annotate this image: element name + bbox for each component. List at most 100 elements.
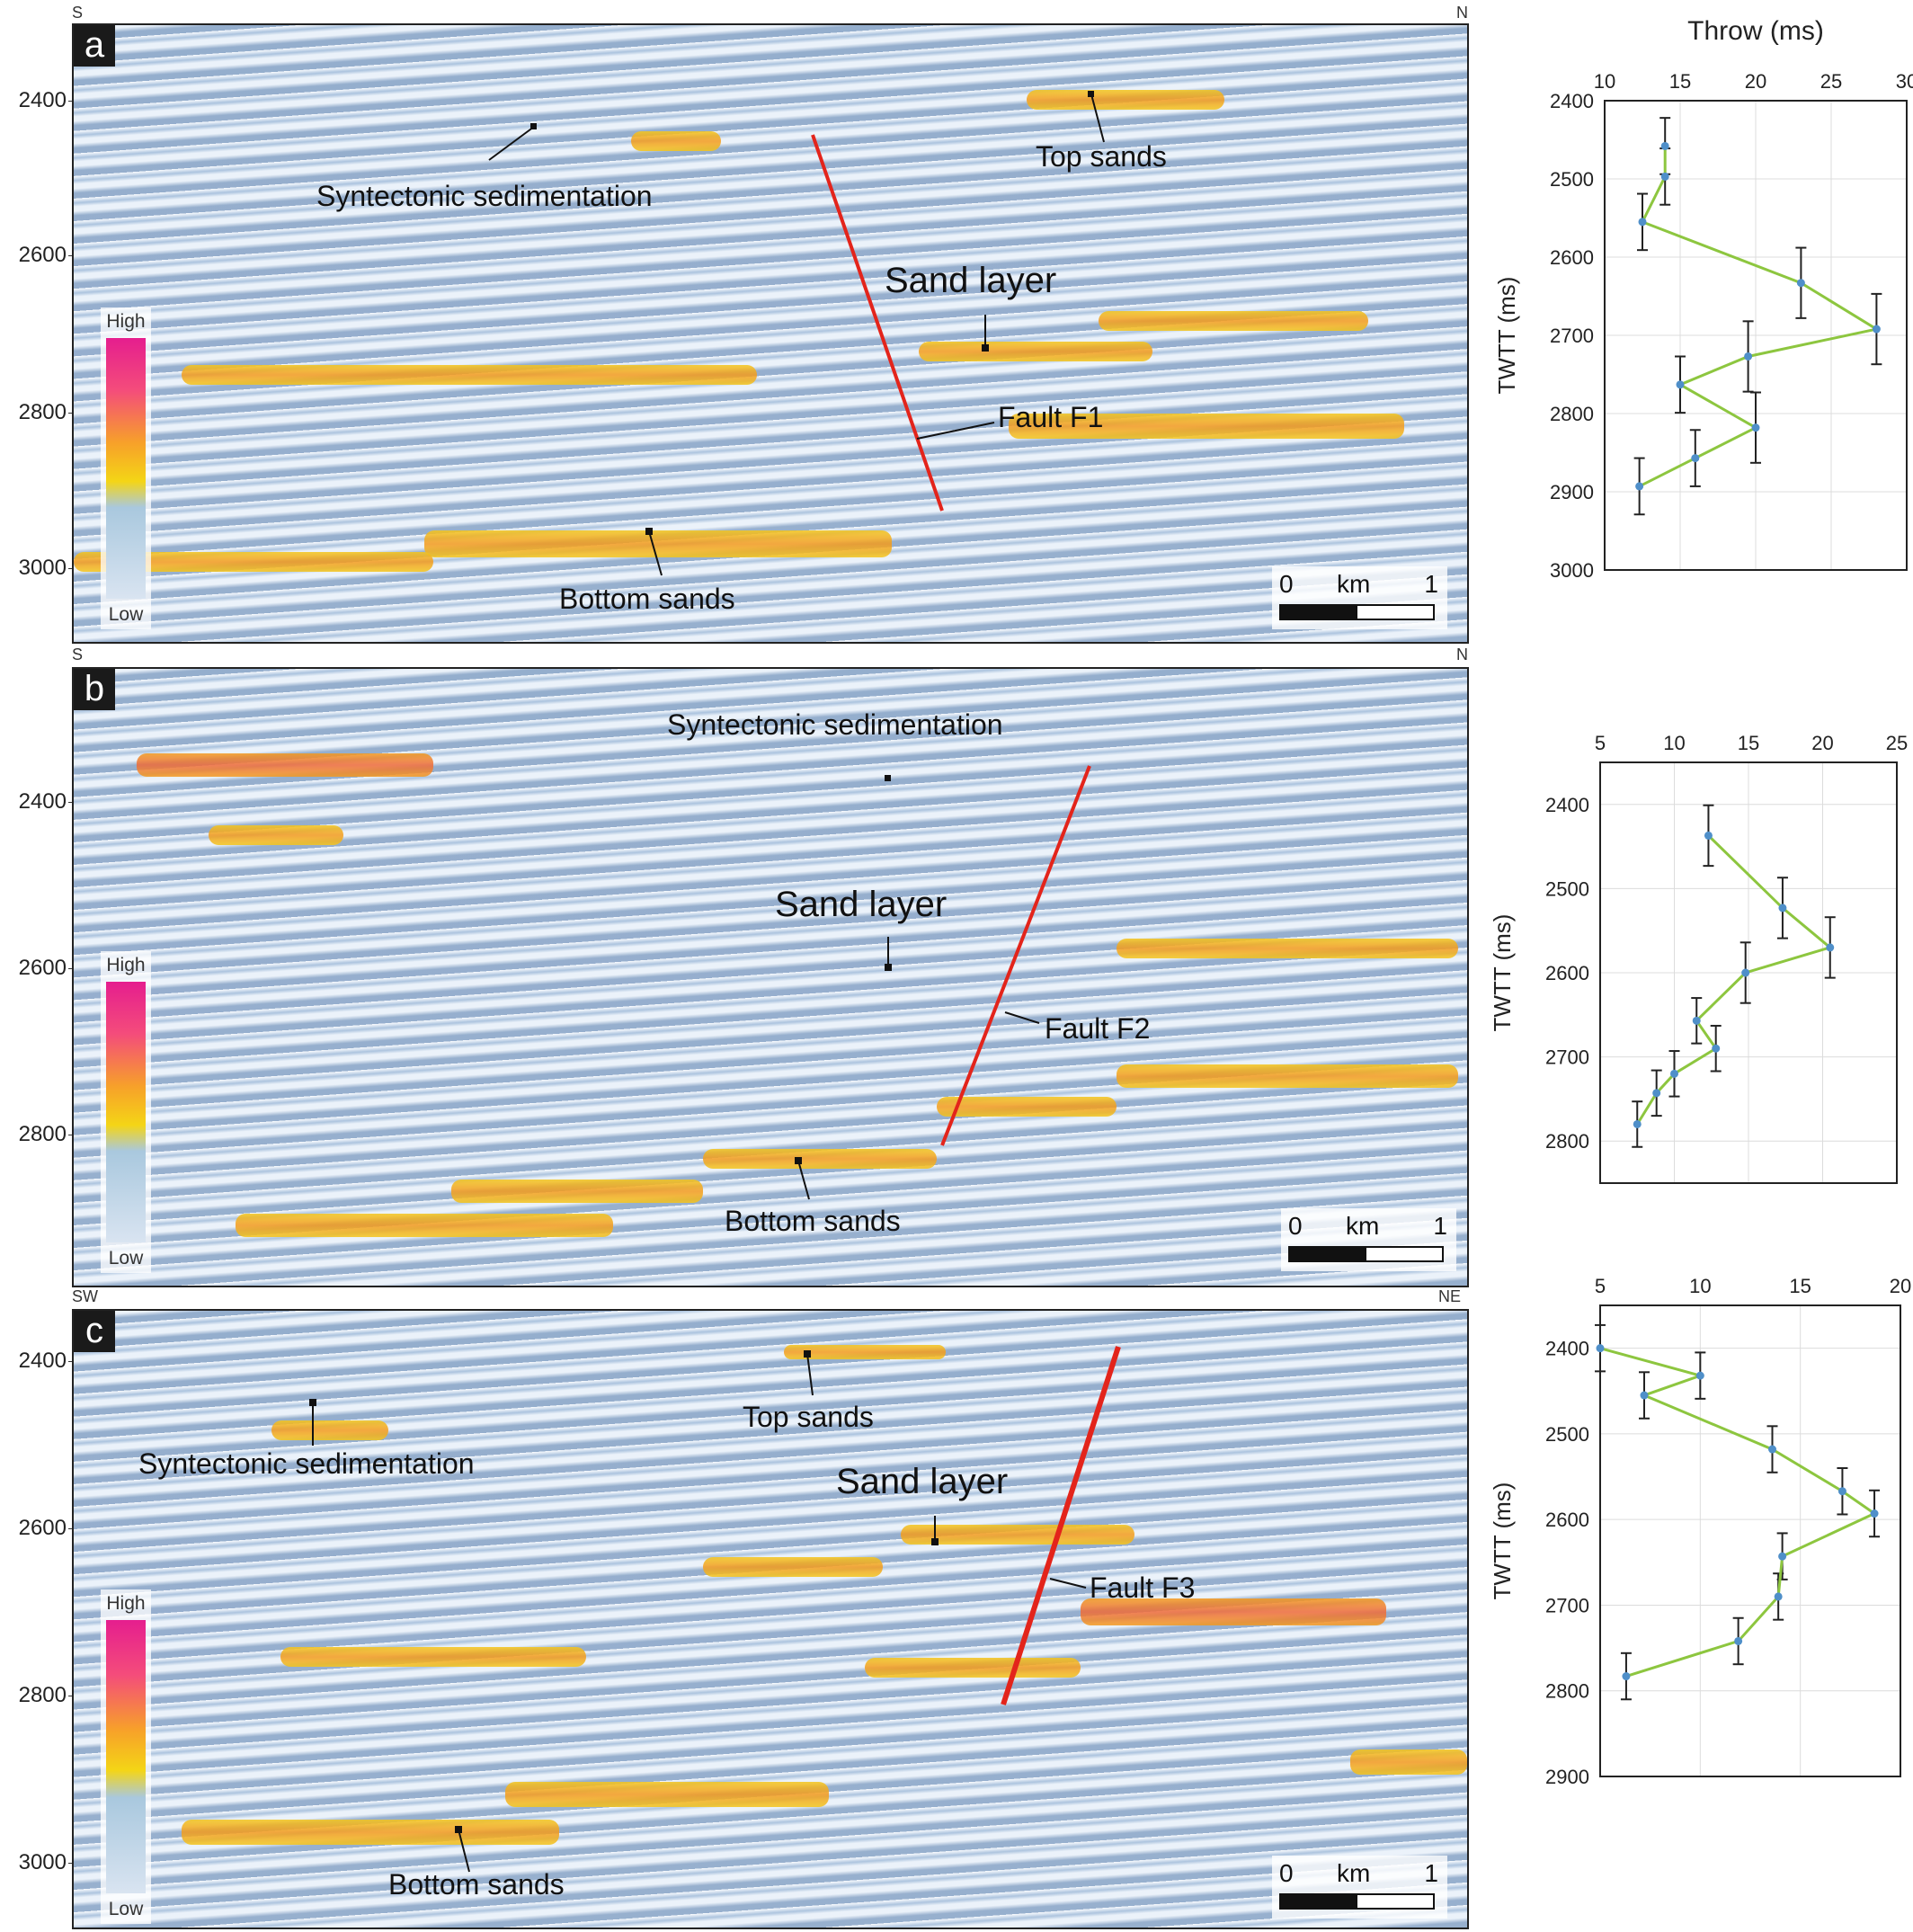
y-tick-label: 2700 (1545, 1046, 1589, 1069)
label-sand-layer: Sand layer (885, 261, 1057, 300)
panel-letter: c (74, 1311, 115, 1352)
data-point (1652, 1089, 1661, 1098)
y-tick-label: 2700 (1545, 1594, 1589, 1616)
orientation-left: S (72, 645, 84, 663)
colorbar-low-label: Low (108, 604, 144, 625)
y-tick-label: 3000 (1550, 559, 1594, 582)
x-tick-label: 25 (1820, 70, 1842, 93)
sand-body (1117, 939, 1458, 958)
sand-body (703, 1557, 883, 1577)
x-tick-label: 10 (1663, 732, 1685, 754)
depth-tick: 2400 (0, 88, 74, 113)
orientation-right: NE (1438, 1287, 1462, 1305)
plot-frame (1599, 761, 1898, 1184)
fault-line (1001, 1346, 1121, 1705)
colorbar-low-label: Low (108, 1899, 144, 1919)
data-point (1734, 1636, 1743, 1645)
data-point (1712, 1044, 1721, 1053)
throw-profile-line (1635, 834, 1833, 1126)
amplitude-colorbar: High Low (101, 1589, 151, 1924)
x-tick-label: 20 (1745, 70, 1766, 93)
chart-title: Throw (ms) (1687, 16, 1824, 46)
x-tick-label: 5 (1595, 732, 1606, 754)
y-axis-label: TWTT (ms) (1493, 277, 1520, 395)
sand-body (182, 1820, 559, 1845)
data-point (1796, 279, 1805, 288)
data-point (1751, 423, 1760, 432)
y-tick-label: 2800 (1550, 403, 1594, 425)
y-tick-label: 2400 (1545, 1338, 1589, 1360)
label-syntectonic-sedimentation: Syntectonic sedimentation (316, 180, 653, 212)
sand-body (901, 1525, 1134, 1545)
data-point (1622, 1672, 1631, 1681)
x-tick-label: 25 (1886, 732, 1908, 754)
data-point (1837, 1487, 1846, 1496)
sand-body (631, 131, 721, 151)
panel-letter: b (74, 669, 115, 710)
label-sand-layer: Sand layer (836, 1462, 1009, 1501)
x-tick-label: 10 (1689, 1275, 1711, 1297)
orientation-right: N (1456, 645, 1468, 663)
data-point (1870, 1509, 1879, 1518)
x-tick-label: 15 (1789, 1275, 1811, 1297)
label-top-sands: Top sands (743, 1401, 874, 1433)
sand-body (137, 753, 433, 777)
seismic-section-c: c Syntectonic sedimentation Top sands Sa… (72, 1309, 1469, 1929)
y-tick-label: 2600 (1550, 246, 1594, 269)
sand-body (505, 1782, 829, 1807)
y-tick-label: 2800 (1545, 1130, 1589, 1153)
depth-tick: 2600 (0, 243, 74, 268)
label-fault: Fault F1 (998, 401, 1104, 433)
amplitude-colorbar: High Low (101, 951, 151, 1273)
sand-body (1027, 90, 1224, 110)
colorbar-high-label: High (106, 1593, 146, 1614)
label-syntectonic-sedimentation: Syntectonic sedimentation (138, 1447, 475, 1480)
sand-body (280, 1647, 586, 1667)
sand-body (784, 1345, 946, 1359)
data-point (1670, 1069, 1678, 1078)
depth-tick: 3000 (0, 1850, 74, 1875)
sand-body (1099, 311, 1368, 331)
seismic-section-b: b Syntectonic sedimentation Sand layer F… (72, 667, 1469, 1287)
data-point (1826, 943, 1835, 952)
throw-profile-line (1599, 1347, 1878, 1678)
x-tick-label: 10 (1594, 70, 1615, 93)
colorbar-high-label: High (106, 311, 146, 332)
data-point (1778, 904, 1787, 913)
scale-bar: 0 km 1 (1272, 566, 1447, 629)
y-tick-label: 2500 (1545, 877, 1589, 900)
data-point (1676, 380, 1685, 389)
data-point (1691, 454, 1700, 463)
y-tick-label: 2500 (1550, 168, 1594, 191)
sand-body (865, 1658, 1081, 1678)
fault-line (940, 765, 1091, 1146)
sand-body (919, 342, 1152, 361)
depth-tick: 2800 (0, 400, 74, 425)
data-point (1704, 831, 1713, 840)
amplitude-colorbar: High Low (101, 307, 151, 629)
throw-profile-c-svg: 5 10 15 20 2400 2500 2600 2700 2800 2900 TWTT (ms) (1489, 1275, 1911, 1788)
data-point (1741, 968, 1750, 977)
panel-letter: a (74, 25, 115, 67)
data-point (1774, 1592, 1783, 1601)
y-axis-label: TWTT (ms) (1489, 914, 1516, 1032)
colorbar-low-label: Low (108, 1248, 144, 1269)
y-tick-label: 2600 (1545, 962, 1589, 984)
x-tick-label: 20 (1811, 732, 1833, 754)
depth-tick: 2800 (0, 1122, 74, 1147)
y-tick-label: 2400 (1545, 794, 1589, 816)
x-tick-label: 30 (1896, 70, 1913, 93)
sand-body (182, 365, 757, 385)
scale-bar: 0 km 1 (1281, 1208, 1456, 1271)
label-top-sands: Top sands (1036, 140, 1167, 173)
y-tick-label: 2400 (1550, 90, 1594, 112)
scale-bar: 0 km 1 (1272, 1856, 1447, 1919)
data-point (1744, 352, 1753, 361)
fault-line (811, 134, 944, 512)
plot-frame (1599, 1304, 1901, 1777)
x-tick-label: 20 (1890, 1275, 1911, 1297)
sand-body (1117, 1064, 1458, 1088)
y-tick-label: 2900 (1550, 481, 1594, 503)
data-point (1692, 1016, 1701, 1025)
label-fault: Fault F2 (1045, 1012, 1151, 1045)
